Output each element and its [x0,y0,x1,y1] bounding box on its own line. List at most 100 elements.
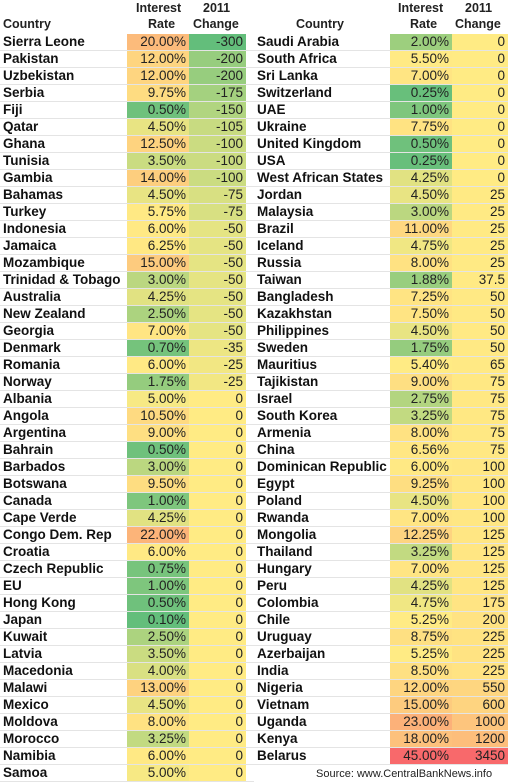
table-row: Fiji 0.50% -150 [0,102,254,119]
rate-cell: 4.25% [127,510,189,526]
row-divider [254,645,508,646]
rate-cell: 9.00% [127,425,189,441]
country-cell: Ukraine [257,119,307,134]
change-cell: -100 [189,153,246,169]
row-divider [254,611,508,612]
change-cell: 100 [452,493,508,509]
row-divider [0,322,254,323]
rate-cell: 12.50% [127,136,189,152]
country-cell: Bahrain [3,442,54,457]
country-cell: Mexico [3,697,49,712]
table-row: Bangladesh 7.25% 50 [254,289,508,306]
change-cell: 100 [452,510,508,526]
row-divider [254,560,508,561]
row-divider [254,50,508,51]
right-change-header-line2: Change [455,17,501,31]
table-row: Ghana 12.50% -100 [0,136,254,153]
country-cell: Australia [3,289,61,304]
table-row: USA 0.25% 0 [254,153,508,170]
row-divider [0,390,254,391]
table-row: Uganda 23.00% 1000 [254,714,508,731]
table-row: Sri Lanka 7.00% 0 [254,68,508,85]
country-cell: Turkey [3,204,47,219]
table-row: South Africa 5.50% 0 [254,51,508,68]
change-cell: 600 [452,697,508,713]
change-cell: 0 [189,510,246,526]
table-row: Namibia 6.00% 0 [0,748,254,765]
table-row: Sweden 1.75% 50 [254,340,508,357]
table-row: Saudi Arabia 2.00% 0 [254,34,508,51]
change-cell: 550 [452,680,508,696]
country-cell: Albania [3,391,52,406]
country-cell: Poland [257,493,303,508]
row-divider [0,713,254,714]
row-divider [0,543,254,544]
change-cell: -100 [189,136,246,152]
row-divider [254,101,508,102]
row-divider [0,594,254,595]
table-row: Gambia 14.00% -100 [0,170,254,187]
rate-cell: 18.00% [390,731,452,747]
country-cell: Barbados [3,459,66,474]
table-row: Pakistan 12.00% -200 [0,51,254,68]
change-cell: 0 [189,612,246,628]
rate-cell: 7.00% [390,68,452,84]
table-row: Sierra Leone 20.00% -300 [0,34,254,51]
rate-cell: 4.50% [390,493,452,509]
country-cell: Tunisia [3,153,50,168]
left-change-header-line2: Change [193,17,239,31]
country-cell: Russia [257,255,302,270]
rate-cell: 15.00% [127,255,189,271]
table-row: Peru 4.25% 125 [254,578,508,595]
country-cell: Malaysia [257,204,314,219]
change-cell: 100 [452,476,508,492]
row-divider [0,373,254,374]
country-cell: Samoa [3,765,48,780]
left-rows: Sierra Leone 20.00% -300 Pakistan 12.00% -200… [0,34,254,782]
country-cell: Hong Kong [3,595,76,610]
rate-cell: 1.88% [390,272,452,288]
change-cell: 0 [189,476,246,492]
rate-cell: 8.00% [390,255,452,271]
rate-cell: 45.00% [390,748,452,764]
table-row: Kazakhstan 7.50% 50 [254,306,508,323]
country-cell: Ghana [3,136,46,151]
change-cell: 75 [452,425,508,441]
rate-cell: 10.50% [127,408,189,424]
row-divider [0,67,254,68]
rate-cell: 8.50% [390,663,452,679]
change-cell: 3450 [452,748,508,764]
right-rate-header-line1: Interest [398,1,444,15]
change-cell: 50 [452,323,508,339]
table-row: Australia 4.25% -50 [0,289,254,306]
table-row: Morocco 3.25% 0 [0,731,254,748]
country-cell: Canada [3,493,52,508]
source-note: Source: www.CentralBankNews.info [316,768,493,780]
table-row: Botswana 9.50% 0 [0,476,254,493]
table-row: Nigeria 12.00% 550 [254,680,508,697]
table-row: Denmark 0.70% -35 [0,340,254,357]
rate-cell: 23.00% [390,714,452,730]
row-divider [254,492,508,493]
table-row: Kenya 18.00% 1200 [254,731,508,748]
table-row: Bahamas 4.50% -75 [0,187,254,204]
rate-cell: 5.50% [390,51,452,67]
table-row: Philippines 4.50% 50 [254,323,508,340]
change-cell: 100 [452,459,508,475]
rate-cell: 8.00% [127,714,189,730]
table-row: Belarus 45.00% 3450 [254,748,508,765]
rate-cell: 5.00% [127,765,189,781]
rate-cell: 1.00% [127,578,189,594]
change-cell: 25 [452,238,508,254]
rate-cell: 6.00% [127,544,189,560]
change-cell: 25 [452,221,508,237]
row-divider [254,152,508,153]
country-cell: Romania [3,357,61,372]
table-row: Mexico 4.50% 0 [0,697,254,714]
rate-cell: 2.00% [390,34,452,50]
row-divider [0,254,254,255]
row-divider [254,288,508,289]
table-row: Jamaica 6.25% -50 [0,238,254,255]
left-change-header-line1: 2011 [203,1,231,15]
rate-cell: 2.50% [127,306,189,322]
